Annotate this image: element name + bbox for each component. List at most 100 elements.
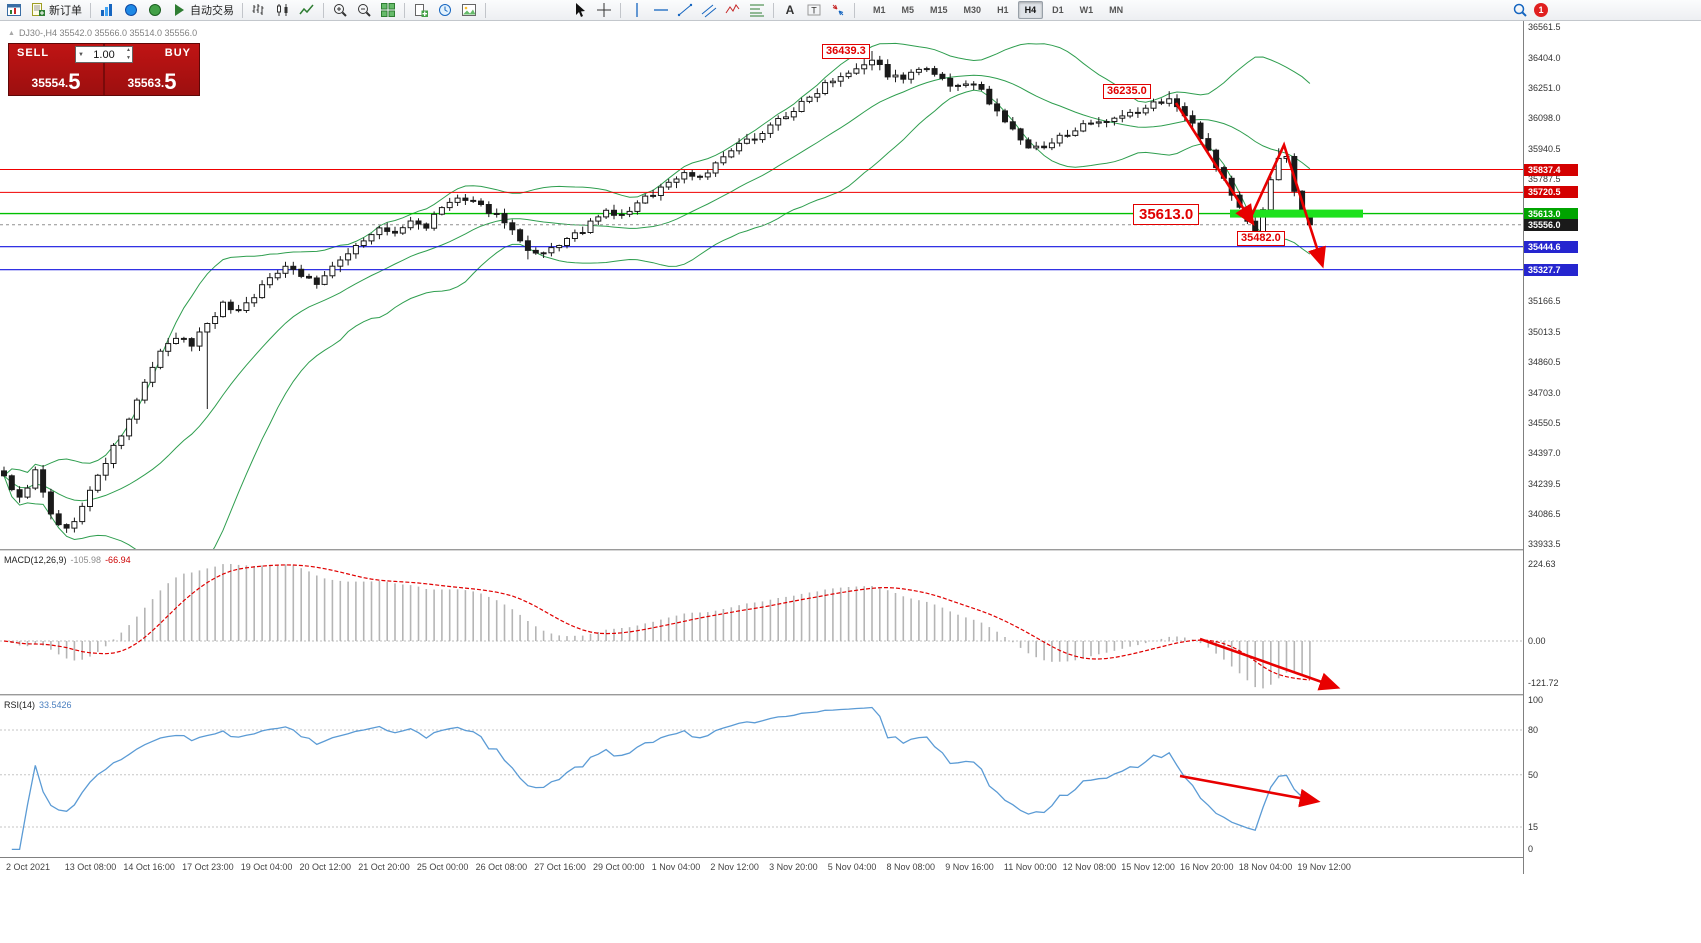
price-tag: 35837.4: [1524, 163, 1578, 176]
indicators-button[interactable]: [410, 1, 432, 19]
vertical-line-tool-button[interactable]: [626, 1, 648, 19]
collapse-panel-icon[interactable]: ▲: [8, 29, 15, 37]
fibonacci-tool-button[interactable]: [746, 1, 768, 19]
sell-label: SELL: [17, 47, 50, 59]
toolbar-separator: [854, 2, 855, 18]
time-axis-label: 9 Nov 16:00: [945, 862, 994, 872]
trendline-tool-button[interactable]: [674, 1, 696, 19]
wave-tool-button[interactable]: [722, 1, 744, 19]
panel-separator[interactable]: [0, 694, 1589, 697]
text-tool-icon: A: [782, 2, 798, 18]
zoom-out-button[interactable]: [353, 1, 375, 19]
text-tool-button[interactable]: A: [779, 1, 801, 19]
toolbar-separator: [404, 2, 405, 18]
price-chart-canvas[interactable]: [0, 21, 1523, 549]
timeframe-h4-button[interactable]: H4: [1017, 1, 1044, 19]
zoom-in-button[interactable]: [329, 1, 351, 19]
y-axis-label: 34860.5: [1528, 356, 1561, 367]
y-axis-label: 36561.5: [1528, 22, 1561, 32]
timeframe-w1-button[interactable]: W1: [1079, 5, 1094, 15]
timeframe-h1-button[interactable]: H1: [997, 5, 1009, 15]
line-chart-button[interactable]: [296, 1, 318, 19]
tile-windows-button[interactable]: [377, 1, 399, 19]
timeframe-m1-button[interactable]: M1: [873, 5, 886, 15]
data-window-icon: [123, 2, 139, 18]
candlestick-chart-button[interactable]: [272, 1, 294, 19]
trend-arrow[interactable]: [1199, 637, 1341, 691]
buy-price: 35563. 5: [127, 69, 177, 94]
periods-button[interactable]: [434, 1, 456, 19]
time-axis-label: 26 Oct 08:00: [475, 862, 528, 872]
toolbar-separator: [323, 2, 324, 18]
new-chart-button[interactable]: [3, 1, 25, 19]
templates-button[interactable]: [458, 1, 480, 19]
cursor-tool-button[interactable]: [569, 1, 591, 19]
price-annotation[interactable]: 36235.0: [1103, 84, 1151, 99]
horizontal-line-tool-icon: [653, 2, 669, 18]
support-zone-rect[interactable]: [1230, 209, 1363, 218]
y-axis-label: 35787.5: [1528, 174, 1561, 185]
timeframe-m30-button[interactable]: M30: [963, 5, 982, 15]
channel-tool-icon: [701, 2, 717, 18]
channel-tool-button[interactable]: [698, 1, 720, 19]
time-axis-label: 17 Oct 23:00: [182, 862, 234, 872]
macd-indicator-label: MACD(12,26,9) -105.98 -66.94: [4, 555, 131, 565]
label-tool-button[interactable]: T: [803, 1, 825, 19]
toolbar-separator: [773, 2, 774, 18]
price-annotation[interactable]: 35613.0: [1133, 204, 1200, 225]
new-order-button[interactable]: 新订单: [27, 1, 85, 19]
bar-chart-button[interactable]: [248, 1, 270, 19]
autotrading-button[interactable]: 自动交易: [168, 1, 237, 19]
volume-spinner[interactable]: ▲ ▼: [126, 47, 131, 61]
rsi-value: 33.5426: [39, 700, 72, 710]
cursor-tool-icon: [572, 2, 588, 18]
time-axis-label: 25 Oct 00:00: [416, 862, 469, 872]
arrows-tool-button[interactable]: [827, 1, 849, 19]
new-chart-icon: [6, 2, 22, 18]
new-order-button-label: 新订单: [49, 5, 82, 17]
time-axis-label: 20 Oct 12:00: [299, 862, 352, 872]
timeframe-m15-button[interactable]: M15: [930, 5, 948, 15]
time-axis-label: 2 Nov 12:00: [710, 862, 759, 872]
templates-icon: [461, 2, 477, 18]
timeframe-d1-button[interactable]: D1: [1052, 5, 1064, 15]
trend-arrow[interactable]: [1248, 141, 1326, 269]
autotrading-button-label: 自动交易: [190, 5, 234, 17]
market-watch-button[interactable]: [96, 1, 118, 19]
y-axis-label: -121.72: [1528, 677, 1559, 688]
rsi-panel-canvas[interactable]: [0, 697, 1523, 857]
y-axis-label: 15: [1528, 822, 1539, 832]
symbol-ohlc-text: DJ30-,H4 35542.0 35566.0 35514.0 35556.0: [18, 28, 198, 38]
volume-input[interactable]: ▼ 1.00 ▲ ▼: [75, 46, 133, 63]
time-axis-label: 13 Oct 08:00: [64, 862, 117, 872]
timeframe-mn-button[interactable]: MN: [1109, 5, 1124, 15]
y-axis-label: 34086.5: [1528, 508, 1561, 519]
data-window-button[interactable]: [120, 1, 142, 19]
timeframe-m5-button[interactable]: M5: [901, 5, 915, 15]
price-tag: 35720.5: [1524, 186, 1578, 199]
chart-ohlc-info: ▲ DJ30-,H4 35542.0 35566.0 35514.0 35556…: [8, 28, 197, 38]
time-axis-label: 1 Nov 04:00: [651, 862, 701, 872]
macd-panel-canvas[interactable]: [0, 552, 1523, 694]
chart-area: 2 Oct 2021 13 Oct 08:00 14 Oct 16:00 17 Oct…: [0, 21, 1590, 874]
trend-arrow[interactable]: [1174, 102, 1255, 226]
volume-decrease-button[interactable]: ▼: [78, 52, 84, 58]
macd-signal-line: [3, 564, 1310, 681]
panel-separator[interactable]: [0, 549, 1589, 552]
time-axis-label: 15 Nov 12:00: [1121, 862, 1175, 872]
price-annotation[interactable]: 35482.0: [1237, 231, 1285, 246]
search-icon[interactable]: [1512, 2, 1528, 18]
y-axis-label: 36098.0: [1528, 113, 1561, 124]
horizontal-line-tool-button[interactable]: [650, 1, 672, 19]
toolbar-separator: [242, 2, 243, 18]
y-axis-label: 80: [1528, 725, 1539, 735]
trend-arrow[interactable]: [1179, 774, 1321, 808]
navigator-button[interactable]: [144, 1, 166, 19]
y-axis-label: 34397.0: [1528, 447, 1561, 458]
notification-badge[interactable]: 1: [1534, 3, 1548, 17]
time-axis-label: 19 Oct 04:00: [240, 862, 293, 872]
price-annotation[interactable]: 36439.3: [822, 44, 870, 59]
y-axis-label: 50: [1528, 769, 1539, 780]
macd-value: -105.98: [70, 555, 102, 565]
crosshair-tool-button[interactable]: [593, 1, 615, 19]
